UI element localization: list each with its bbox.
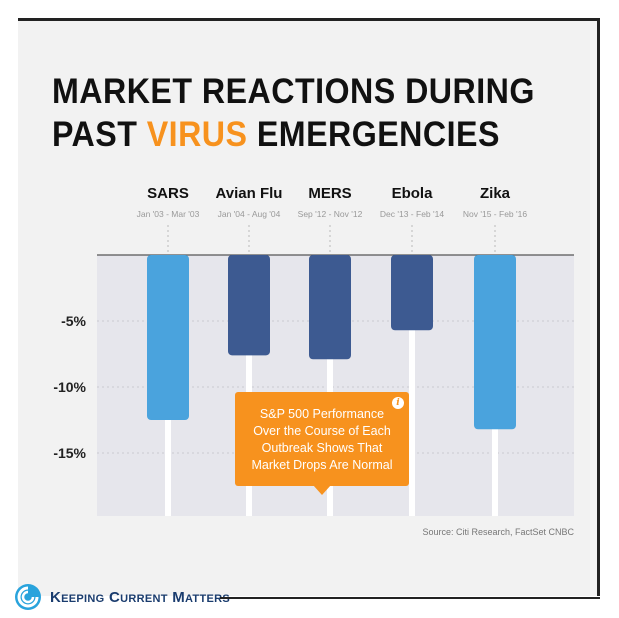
y-tick-label: -10% xyxy=(53,379,86,395)
page-title: MARKET REACTIONS DURING PAST VIRUS EMERG… xyxy=(52,70,535,156)
source-note: Source: Citi Research, FactSet CNBC xyxy=(422,527,574,537)
bar-ebola xyxy=(391,255,433,331)
period-label: Sep '12 - Nov '12 xyxy=(298,209,363,219)
period-label: Jan '04 - Aug '04 xyxy=(218,209,281,219)
title-line-2: PAST VIRUS EMERGENCIES xyxy=(52,113,535,156)
period-label: Dec '13 - Feb '14 xyxy=(380,209,444,219)
callout-line-3: Outbreak Shows That xyxy=(261,441,383,455)
category-label: MERS xyxy=(308,185,351,202)
bar-avian-flu xyxy=(228,255,270,356)
category-label: Zika xyxy=(480,185,511,202)
title-accent-word: VIRUS xyxy=(146,115,248,154)
y-tick-label: -15% xyxy=(53,445,86,461)
title-line-1: MARKET REACTIONS DURING xyxy=(52,72,535,111)
callout-line-4: Market Drops Are Normal xyxy=(251,458,393,472)
brand: Keeping Current Matters xyxy=(14,583,230,611)
title-line-2-end: EMERGENCIES xyxy=(247,115,500,154)
annotation-callout: i S&P 500 Performance Over the Course of… xyxy=(235,392,409,495)
bar-sars xyxy=(147,255,189,420)
callout-line-2: Over the Course of Each xyxy=(253,424,391,438)
category-label: Avian Flu xyxy=(216,185,283,202)
y-tick-label: -5% xyxy=(61,313,86,329)
brand-name: Keeping Current Matters xyxy=(50,588,230,606)
title-line-2-start: PAST xyxy=(52,115,147,154)
period-label: Jan '03 - Mar '03 xyxy=(137,209,200,219)
callout-line-1: S&P 500 Performance xyxy=(259,407,385,421)
kcm-swirl-icon xyxy=(15,584,41,610)
bar-mers xyxy=(309,255,351,360)
category-label: SARS xyxy=(147,185,189,202)
category-label: Ebola xyxy=(392,185,433,202)
info-icon[interactable]: i xyxy=(392,397,404,409)
period-label: Nov '15 - Feb '16 xyxy=(463,209,527,219)
brand-divider xyxy=(220,597,600,599)
bar-zika xyxy=(474,255,516,430)
